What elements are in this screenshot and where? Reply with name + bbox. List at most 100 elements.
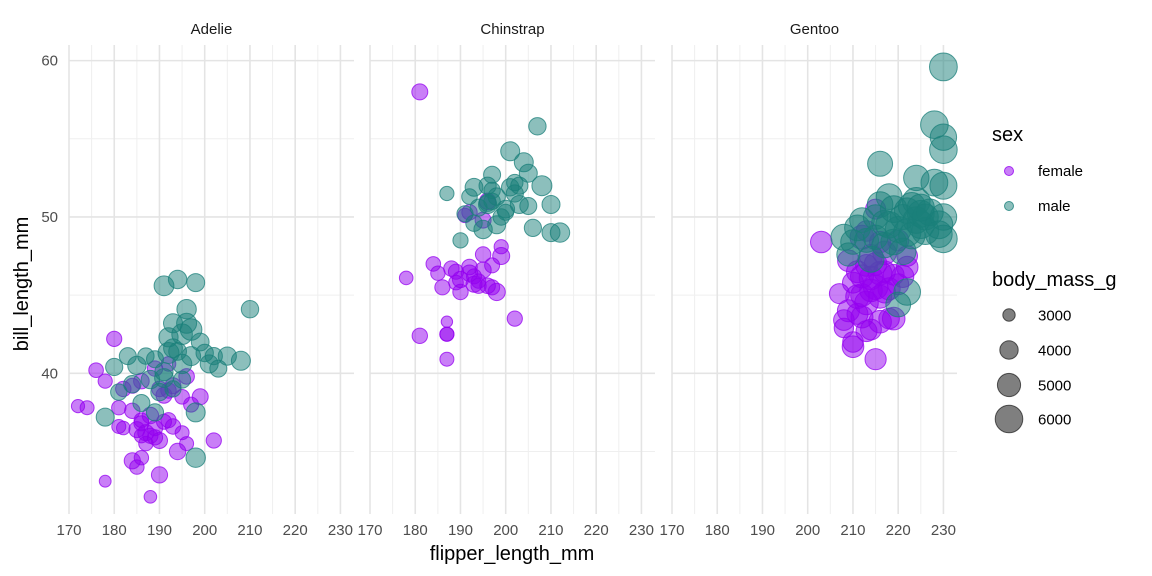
data-point <box>173 370 192 389</box>
data-points <box>70 52 958 504</box>
data-point <box>205 432 222 449</box>
strip-adelie: Adelie <box>191 21 233 38</box>
data-point <box>541 195 561 214</box>
data-point <box>518 163 538 183</box>
data-point <box>145 403 165 422</box>
data-point <box>111 400 127 416</box>
data-point <box>925 220 953 248</box>
data-point <box>154 362 174 382</box>
data-point <box>116 420 131 436</box>
x-tick-label: 230 <box>931 522 956 539</box>
data-point <box>487 187 506 206</box>
x-tick-label: 210 <box>840 522 865 539</box>
data-point <box>474 246 492 263</box>
series-chinstrap-male <box>439 117 571 249</box>
series-gentoo-male <box>830 52 958 318</box>
legend-female-key <box>1004 166 1014 176</box>
data-point <box>452 283 469 301</box>
data-point <box>493 239 509 255</box>
data-point <box>864 348 887 371</box>
panel-gentoo <box>671 45 957 514</box>
data-point <box>150 466 169 484</box>
data-point <box>79 400 95 416</box>
data-point <box>230 350 251 371</box>
data-point <box>439 351 455 367</box>
x-tick-label: 200 <box>493 522 518 539</box>
data-point <box>929 52 958 82</box>
legend-male-label: male <box>1038 198 1071 215</box>
data-point <box>528 117 547 136</box>
data-point <box>929 123 958 151</box>
x-tick-label: 180 <box>705 522 730 539</box>
data-point <box>97 373 113 389</box>
data-point <box>95 407 115 427</box>
facet-panels <box>68 45 958 514</box>
x-tick-label: 170 <box>357 522 382 539</box>
legend-size-3000-key <box>1002 308 1016 322</box>
data-point <box>186 273 206 293</box>
data-point <box>163 338 183 359</box>
data-point <box>105 357 124 377</box>
data-point <box>867 150 894 177</box>
data-point <box>123 375 142 394</box>
legend-size-4000-label: 4000 <box>1038 343 1071 360</box>
data-point <box>411 83 429 101</box>
x-axis-title: flipper_length_mm <box>430 543 595 565</box>
legend-size-5000-key <box>996 372 1022 398</box>
data-point <box>191 388 209 406</box>
x-tick-label: 230 <box>629 522 654 539</box>
data-point <box>497 203 515 221</box>
data-point <box>98 474 112 488</box>
x-tick-label: 220 <box>886 522 911 539</box>
data-point <box>440 315 454 328</box>
data-point <box>142 427 159 444</box>
data-point <box>185 402 206 423</box>
data-point <box>470 273 487 289</box>
legend-size-3000-label: 3000 <box>1038 308 1071 325</box>
x-tick-label: 180 <box>403 522 428 539</box>
x-tick-label: 190 <box>147 522 172 539</box>
x-tick-label: 190 <box>448 522 473 539</box>
strip-gentoo: Gentoo <box>790 21 839 38</box>
x-axis-ticks: 170 180 190 200 210 220 230 170 180 190 200 210 220 2… <box>56 522 955 539</box>
legend-female-label: female <box>1038 163 1083 180</box>
legend-color-title: sex <box>992 124 1023 146</box>
legend-size-5000-label: 5000 <box>1038 378 1071 395</box>
data-point <box>133 450 150 466</box>
series-adelie-male <box>95 269 260 468</box>
data-point <box>487 282 506 302</box>
data-point <box>549 222 571 243</box>
legend-size-title: body_mass_g <box>992 269 1117 291</box>
data-point <box>452 232 469 249</box>
legend-male-key <box>1004 201 1014 211</box>
data-point <box>929 171 958 200</box>
data-point <box>133 415 150 432</box>
data-point <box>906 193 935 222</box>
x-tick-label: 190 <box>750 522 775 539</box>
x-tick-label: 210 <box>237 522 262 539</box>
x-tick-label: 180 <box>102 522 127 539</box>
x-tick-label: 200 <box>795 522 820 539</box>
x-tick-label: 220 <box>584 522 609 539</box>
data-point <box>240 300 260 319</box>
data-point <box>484 257 501 274</box>
data-point <box>88 362 104 379</box>
data-point <box>500 141 521 162</box>
data-point <box>483 165 502 184</box>
legend-size-6000-label: 6000 <box>1038 412 1071 429</box>
y-tick-label: 40 <box>41 365 58 382</box>
data-point <box>519 197 538 215</box>
x-tick-label: 170 <box>659 522 684 539</box>
x-tick-label: 230 <box>328 522 353 539</box>
data-point <box>176 299 197 320</box>
data-point <box>143 490 158 504</box>
legend-size-6000-key <box>994 404 1024 434</box>
strip-chinstrap: Chinstrap <box>480 21 544 38</box>
y-axis-ticks: 40 50 60 <box>41 53 58 383</box>
facet-strips: Adelie Chinstrap Gentoo <box>191 21 839 38</box>
data-point <box>398 270 414 286</box>
data-point <box>434 279 451 296</box>
data-point <box>110 383 128 401</box>
data-point <box>531 175 553 197</box>
